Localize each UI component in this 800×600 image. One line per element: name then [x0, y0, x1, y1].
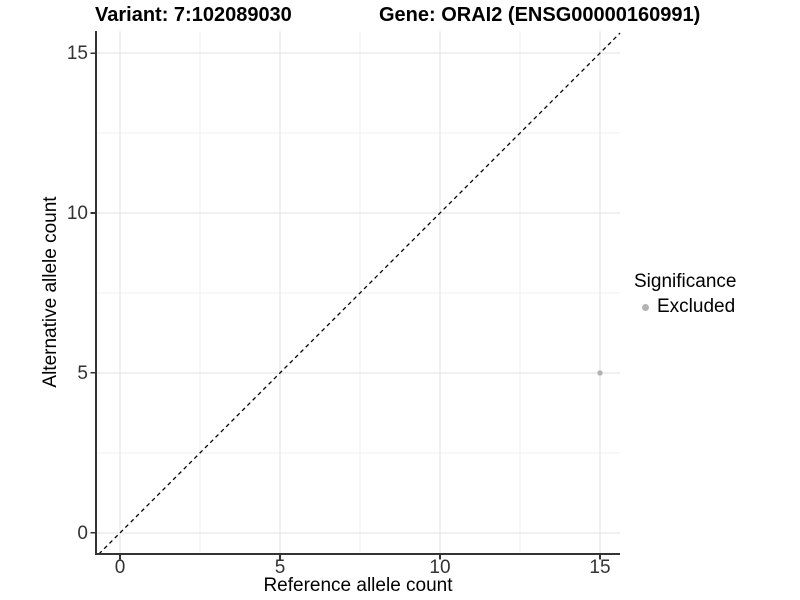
x-tick-label: 15 [589, 557, 611, 578]
identity-reference-line [98, 32, 621, 555]
x-tick-label: 0 [114, 557, 126, 578]
data-point [597, 370, 603, 376]
y-tick-label: 10 [66, 203, 88, 224]
x-axis-title: Reference allele count [263, 575, 453, 596]
y-axis-title: Alternative allele count [40, 196, 61, 388]
y-tick-label: 5 [77, 362, 88, 384]
legend: Significance Excluded [634, 271, 736, 318]
legend-title: Significance [634, 271, 737, 292]
legend-item-excluded: Excluded [634, 296, 736, 318]
x-tick-label: 10 [429, 557, 451, 578]
x-tick-label: 5 [274, 557, 286, 578]
legend-point-swatch-icon [642, 303, 649, 311]
plot-title-gene: Gene: ORAI2 (ENSG00000160991) [379, 4, 701, 26]
y-tick-label: 15 [66, 43, 88, 65]
plot-title-variant: Variant: 7:102089030 [95, 4, 292, 26]
legend-item-label: Excluded [657, 296, 736, 317]
y-tick-label: 0 [77, 522, 88, 544]
